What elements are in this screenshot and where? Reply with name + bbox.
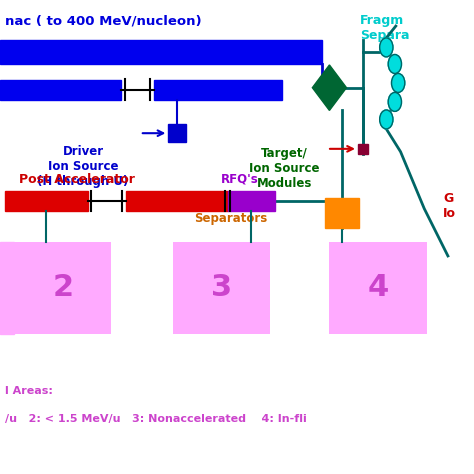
Bar: [0, 80, 121, 100]
Bar: [126, 191, 228, 211]
Text: Fragm
Separa: Fragm Separa: [360, 14, 410, 42]
Bar: [154, 80, 282, 100]
Bar: [0, 242, 14, 334]
Ellipse shape: [392, 73, 405, 92]
Ellipse shape: [388, 55, 401, 73]
Text: l Areas:: l Areas:: [5, 386, 53, 396]
Text: 2: 2: [52, 273, 73, 302]
Bar: [329, 242, 427, 334]
Polygon shape: [312, 65, 346, 110]
Text: /u   2: < 1.5 MeV/u   3: Nonaccelerated    4: In-fli: /u 2: < 1.5 MeV/u 3: Nonaccelerated 4: I…: [5, 414, 307, 425]
Text: G
Io: G Io: [443, 192, 456, 220]
Ellipse shape: [388, 92, 401, 111]
Text: Isobar
Separators: Isobar Separators: [194, 197, 268, 225]
Bar: [168, 124, 186, 142]
Text: Driver
Ion Source
(H through U): Driver Ion Source (H through U): [37, 145, 128, 188]
Text: 3: 3: [211, 273, 232, 302]
Bar: [358, 144, 368, 154]
Text: 4: 4: [367, 273, 389, 302]
Bar: [325, 198, 359, 228]
Text: RFQ's: RFQ's: [220, 173, 258, 186]
Text: nac ( to 400 MeV/nucleon): nac ( to 400 MeV/nucleon): [5, 15, 201, 28]
Ellipse shape: [380, 110, 393, 129]
Ellipse shape: [380, 38, 393, 57]
Bar: [228, 191, 275, 211]
Bar: [14, 242, 111, 334]
Text: Post Accelerator: Post Accelerator: [19, 173, 135, 186]
Bar: [173, 242, 270, 334]
Text: Target/
Ion Source
Modules: Target/ Ion Source Modules: [249, 147, 319, 190]
Bar: [0, 40, 322, 64]
Bar: [5, 191, 88, 211]
